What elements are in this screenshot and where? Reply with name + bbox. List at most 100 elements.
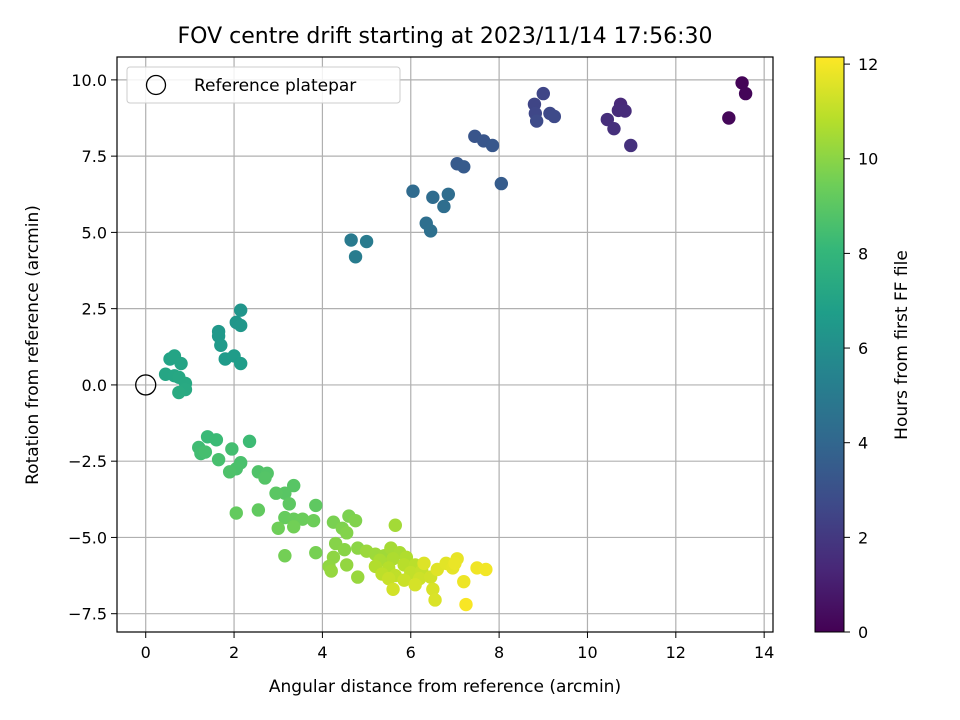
x-axis-ticks: 0 2 4 6 8 10 12 14: [141, 632, 774, 662]
scatter-point: [222, 465, 237, 479]
scatter-point: [738, 86, 753, 101]
x-tick-label: 2: [229, 643, 239, 662]
y-tick-label: 7.5: [82, 147, 107, 166]
scatter-point: [397, 573, 411, 587]
scatter-point: [618, 104, 632, 118]
y-tick-label: 5.0: [82, 223, 107, 242]
scatter-point: [309, 498, 323, 513]
scatter-point: [485, 138, 500, 153]
scatter-point: [225, 442, 239, 456]
colorbar-tick-label: 4: [858, 434, 868, 453]
x-tick-label: 12: [666, 643, 686, 662]
scatter-point: [324, 564, 338, 578]
colorbar-tick-label: 6: [858, 339, 868, 358]
scatter-point: [406, 184, 420, 198]
colorbar-tick-label: 12: [858, 55, 878, 74]
scatter-point: [735, 76, 749, 90]
y-tick-label: 10.0: [71, 71, 107, 90]
scatter-point: [459, 597, 473, 612]
scatter-point: [348, 250, 363, 264]
scatter-point: [209, 433, 224, 447]
colorbar-tick-label: 10: [858, 150, 878, 169]
scatter-point: [381, 571, 396, 586]
grid: [117, 57, 773, 632]
scatter-point: [174, 356, 188, 371]
scatter-point: [172, 385, 186, 400]
scatter-point: [494, 176, 509, 191]
scatter-point: [282, 497, 296, 511]
scatter-point: [457, 574, 471, 589]
y-tick-label: −7.5: [68, 605, 107, 624]
colorbar: [814, 56, 845, 633]
scatter-point: [722, 111, 736, 125]
chart-title: FOV centre drift starting at 2023/11/14 …: [178, 24, 713, 49]
scatter-point: [309, 545, 323, 560]
scatter-point: [624, 138, 638, 153]
scatter-point: [479, 562, 493, 577]
x-tick-label: 6: [406, 643, 416, 662]
legend-box: [126, 66, 401, 104]
scatter-point: [448, 556, 462, 571]
scatter-point: [428, 593, 442, 607]
scatter-point: [306, 513, 321, 528]
scatter-point: [388, 518, 402, 532]
legend-label: Reference platepar: [194, 76, 356, 96]
scatter-point: [536, 86, 550, 101]
scatter-point: [386, 582, 400, 596]
scatter-point: [437, 199, 451, 214]
scatter-point: [278, 549, 292, 563]
scatter-point: [426, 582, 440, 596]
reference-platepar-marker: [135, 374, 157, 396]
scatter-point: [295, 512, 310, 526]
scatter-point: [258, 471, 272, 485]
scatter-point: [287, 478, 301, 493]
scatter-point: [214, 338, 228, 352]
scatter-point: [337, 542, 352, 557]
scatter-point: [340, 526, 354, 540]
scatter-point: [198, 445, 213, 459]
scatter-point: [211, 452, 226, 467]
x-tick-label: 14: [754, 643, 774, 662]
plot-frame: [116, 56, 774, 633]
scatter-point: [233, 303, 248, 317]
y-tick-label: 0.0: [82, 376, 107, 395]
scatter-point: [417, 556, 431, 571]
scatter-point: [344, 233, 358, 247]
scatter-point: [547, 109, 562, 124]
scatter-point: [529, 114, 544, 128]
y-axis-ticks: −7.5 −5.0 −2.5 0.0 2.5 5.0 7.5 10.0: [68, 71, 117, 624]
legend-marker-circle-icon: [145, 74, 167, 96]
scatter-point: [251, 503, 266, 517]
colorbar-tick-label: 2: [858, 528, 868, 547]
scatter-point: [441, 187, 456, 201]
scatter-point: [233, 318, 248, 333]
scatter-point: [457, 160, 471, 174]
scatter-point: [359, 234, 374, 249]
y-tick-label: −2.5: [68, 452, 107, 471]
scatter-point: [348, 513, 363, 528]
scatter-point: [607, 121, 621, 136]
colorbar-ticks: 0 2 4 6 8 10 12: [844, 55, 878, 642]
scatter-point: [269, 486, 283, 500]
y-tick-label: 2.5: [82, 300, 107, 319]
x-tick-label: 10: [577, 643, 597, 662]
colorbar-label: Hours from first FF file: [892, 250, 912, 440]
scatter-point: [340, 558, 354, 572]
x-tick-label: 0: [141, 643, 151, 662]
scatter-point: [242, 434, 257, 449]
scatter-point: [423, 224, 438, 238]
scatter-point: [233, 356, 248, 371]
scatter-point: [408, 578, 422, 592]
x-axis-label: Angular distance from reference (arcmin): [269, 677, 621, 697]
scatter-point: [271, 521, 285, 535]
data-points: [158, 76, 753, 612]
scatter-point: [426, 190, 440, 205]
reference-marker-group: [135, 374, 157, 396]
y-tick-label: −5.0: [68, 528, 107, 547]
x-tick-label: 8: [494, 643, 504, 662]
scatter-point: [287, 520, 301, 534]
scatter-point: [229, 506, 243, 520]
scatter-point: [351, 570, 365, 584]
